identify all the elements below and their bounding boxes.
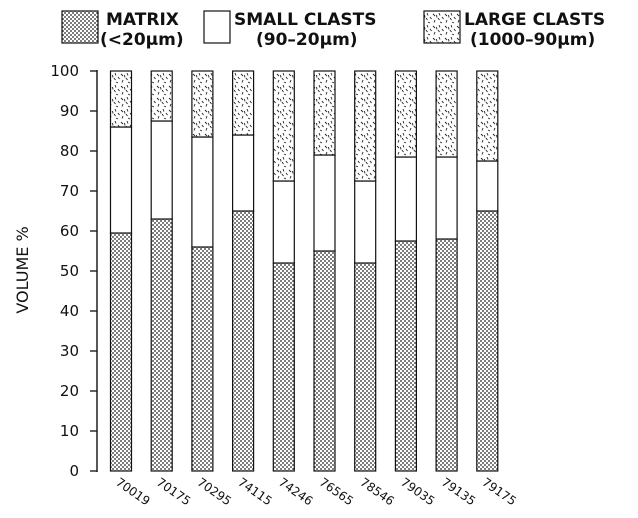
y-tick-label: 70 <box>60 182 79 200</box>
legend-sublabel-matrix: (<20µm) <box>100 30 184 50</box>
legend-swatch-small-clasts <box>203 10 231 44</box>
bar-segment-matrix <box>313 250 336 472</box>
y-axis-ticks: 0 10 20 30 40 50 60 70 80 90 100 <box>50 62 97 480</box>
bar-segment-large-clasts <box>150 70 173 122</box>
legend-label-large-clasts: LARGE CLASTS <box>464 10 605 30</box>
bar-segment-small-clasts <box>191 136 214 248</box>
bar-segment-large-clasts <box>232 70 255 136</box>
bar-segment-matrix <box>476 210 499 472</box>
y-tick-label: 0 <box>69 462 79 480</box>
category-label: 74115 <box>235 475 274 508</box>
bar-segment-small-clasts <box>150 120 173 220</box>
y-tick-label: 20 <box>60 382 79 400</box>
bar-segment-small-clasts <box>109 126 133 234</box>
bar-segment-matrix <box>272 262 295 472</box>
legend-item-matrix: MATRIX (<20µm) <box>61 10 184 50</box>
y-tick-label: 40 <box>60 302 79 320</box>
category-label: 79175 <box>480 475 519 508</box>
legend-item-small-clasts: SMALL CLASTS (90–20µm) <box>203 10 376 50</box>
y-tick-label: 60 <box>60 222 79 240</box>
bar-segment-large-clasts <box>313 70 336 156</box>
bar-segment-large-clasts <box>109 70 133 128</box>
bar-segment-matrix <box>109 232 133 472</box>
legend-label-matrix: MATRIX <box>106 10 179 30</box>
bar-segment-matrix <box>232 210 255 472</box>
category-label: 70175 <box>154 475 193 508</box>
category-label: 74246 <box>276 475 315 508</box>
legend-swatch-matrix <box>61 10 99 44</box>
legend-swatch-large-clasts <box>423 10 461 44</box>
legend-sublabel-small-clasts: (90–20µm) <box>256 30 358 50</box>
bar-segment-large-clasts <box>272 70 295 182</box>
category-label: 79035 <box>398 475 437 508</box>
bar-segment-small-clasts <box>394 156 417 242</box>
y-tick-label: 30 <box>60 342 79 360</box>
bar-segment-small-clasts <box>476 160 499 212</box>
bar-segment-small-clasts <box>354 180 377 264</box>
bar-segment-large-clasts <box>476 70 499 162</box>
bar-segment-small-clasts <box>272 180 295 264</box>
y-tick-label: 100 <box>50 62 79 80</box>
bar-segment-matrix <box>394 240 417 472</box>
y-tick-label: 90 <box>60 102 79 120</box>
y-tick-label: 80 <box>60 142 79 160</box>
legend-item-large-clasts: LARGE CLASTS (1000–90µm) <box>423 10 605 50</box>
bar-segment-small-clasts <box>232 134 255 212</box>
bar-segment-matrix <box>435 238 458 472</box>
bar-segment-small-clasts <box>313 154 336 252</box>
legend-label-small-clasts: SMALL CLASTS <box>234 10 376 30</box>
y-axis-title: VOLUME % <box>13 226 32 313</box>
category-label: 70295 <box>195 475 234 508</box>
category-label: 79135 <box>439 475 478 508</box>
bar-segment-large-clasts <box>354 70 377 182</box>
bar-segment-matrix <box>354 262 377 472</box>
bar-segment-large-clasts <box>435 70 458 158</box>
category-label: 78546 <box>357 475 396 508</box>
category-label: 70019 <box>113 475 152 508</box>
category-labels: 70019 70175 70295 74115 74246 76565 78546 79035… <box>113 475 519 508</box>
category-label: 76565 <box>317 475 356 508</box>
legend-sublabel-large-clasts: (1000–90µm) <box>470 30 595 50</box>
bar-segment-matrix <box>150 218 173 472</box>
legend: MATRIX (<20µm) SMALL CLASTS (90–20µm) LA… <box>61 10 605 50</box>
bar-segment-small-clasts <box>435 156 458 240</box>
bar-segment-large-clasts <box>191 70 214 138</box>
bars <box>109 70 499 472</box>
y-tick-label: 50 <box>60 262 79 280</box>
bar-segment-large-clasts <box>394 70 417 158</box>
bar-segment-matrix <box>191 246 214 472</box>
y-tick-label: 10 <box>60 422 79 440</box>
